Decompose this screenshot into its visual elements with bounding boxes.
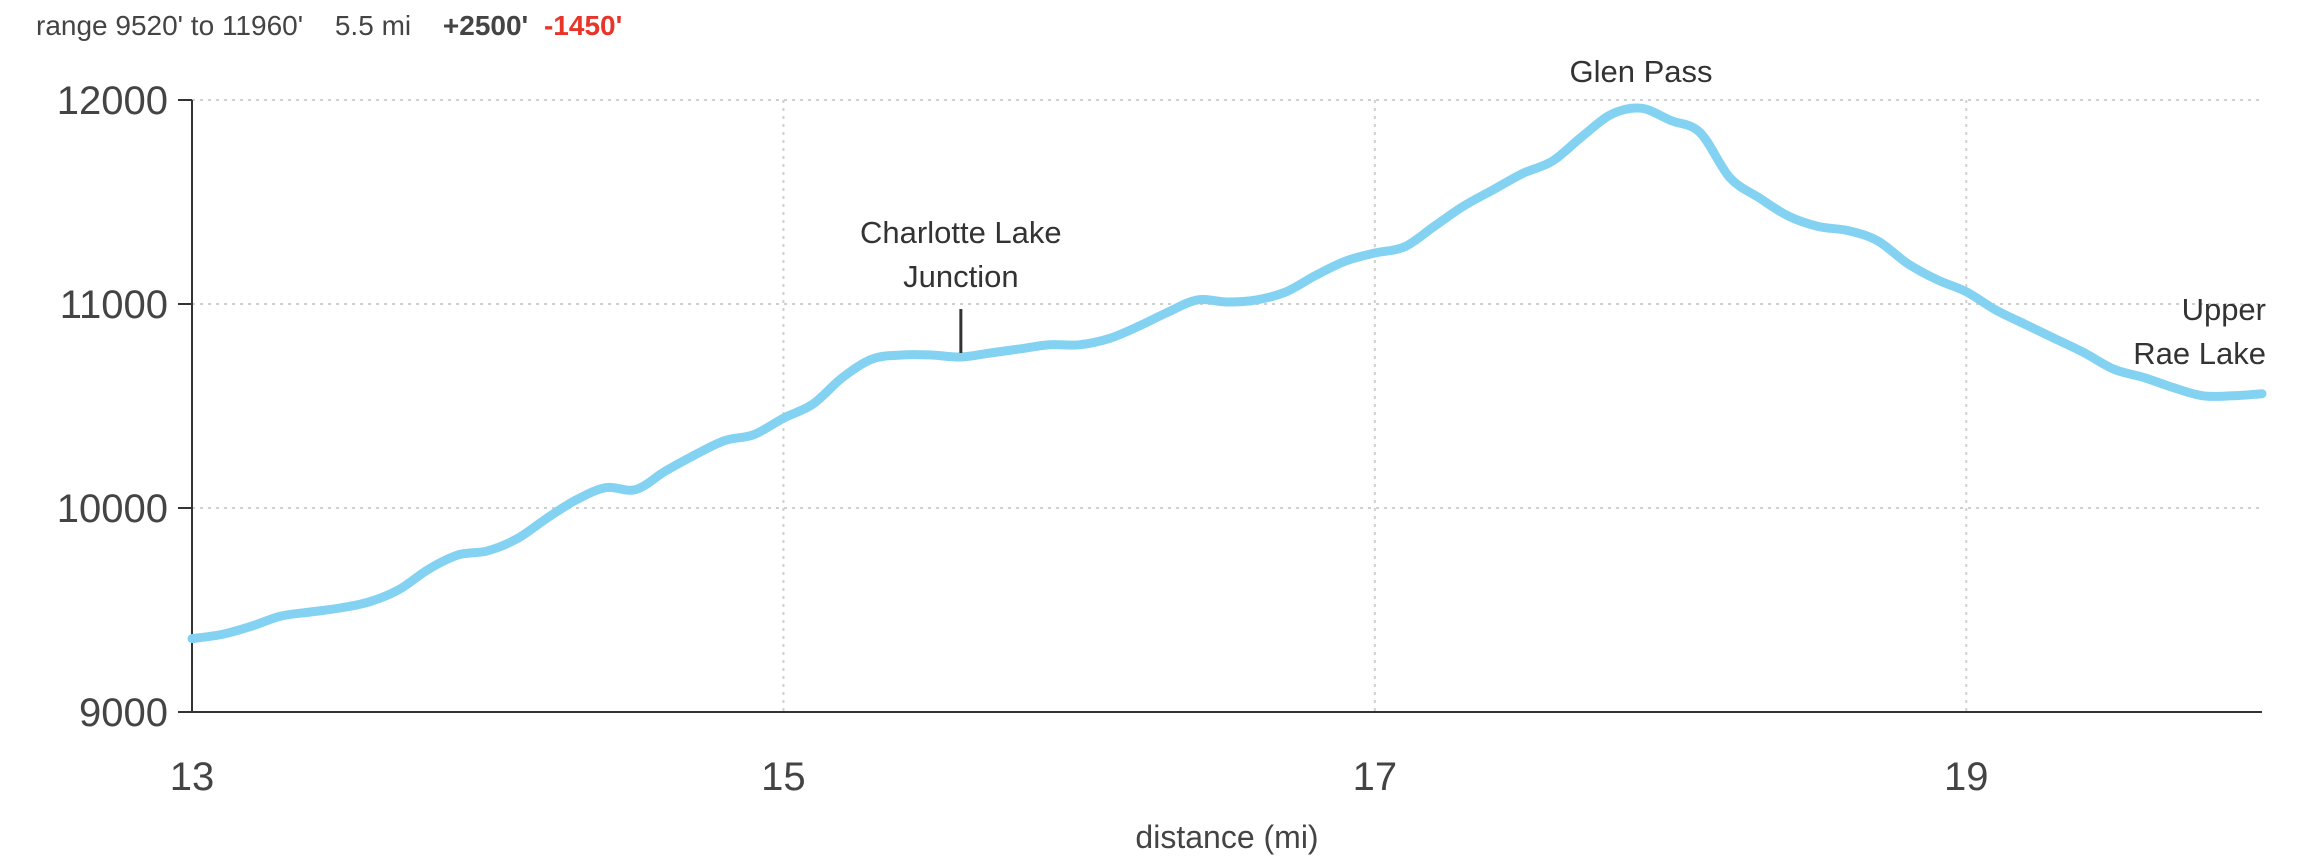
elevation-loss: -1450' <box>543 10 623 41</box>
summary-bar: range 9520' to 11960' 5.5 mi +2500' -145… <box>36 10 646 42</box>
y-tick-label: 9000 <box>79 691 168 735</box>
x-tick-label: 19 <box>1944 755 1989 799</box>
elevation-gain: +2500' <box>442 10 529 41</box>
y-tick-label: 12000 <box>57 79 168 123</box>
elevation-profile-line <box>187 103 2267 644</box>
waypoint-annotations: Charlotte Lake Junction Glen Pass Upper Rae … <box>860 54 2266 371</box>
y-tick-label: 11000 <box>60 283 168 327</box>
waypoint-label: Glen Pass <box>1569 54 1712 89</box>
elevation-range: range 9520' to 11960' <box>36 10 304 41</box>
y-tick-label: 10000 <box>57 487 168 531</box>
waypoint-label: Junction <box>903 259 1018 294</box>
x-tick-label: 17 <box>1353 755 1398 799</box>
waypoint-label: Rae Lake <box>2133 336 2266 371</box>
grid-lines <box>192 99 2262 712</box>
segment-distance: 5.5 mi <box>334 10 412 41</box>
waypoint-label: Upper <box>2182 292 2266 327</box>
x-tick-label: 15 <box>761 755 806 799</box>
x-tick-label: 13 <box>170 755 215 799</box>
waypoint-label: Charlotte Lake <box>860 215 1062 250</box>
x-axis-title: distance (mi) <box>1135 819 1318 855</box>
